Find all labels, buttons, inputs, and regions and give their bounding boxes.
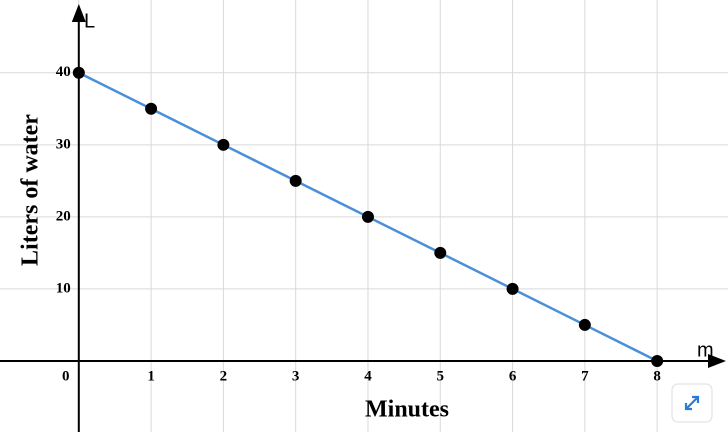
data-point bbox=[289, 174, 302, 187]
x-tick-label: 4 bbox=[364, 368, 372, 384]
x-tick-label: 2 bbox=[220, 368, 228, 384]
x-tick-label: 5 bbox=[437, 368, 445, 384]
x-tick-label: 1 bbox=[147, 368, 155, 384]
expand-button[interactable] bbox=[671, 383, 713, 423]
data-point bbox=[578, 318, 591, 331]
axes: 0 1 2 3 4 5 6 7 8 10 20 30 40 bbox=[0, 4, 726, 432]
x-tick-label: 0 bbox=[62, 368, 70, 384]
data-point bbox=[72, 66, 85, 79]
x-tick-label: 7 bbox=[581, 368, 589, 384]
y-axis-arrow bbox=[71, 4, 86, 22]
data-point bbox=[145, 102, 158, 115]
x-axis-arrow bbox=[708, 353, 726, 368]
data-point bbox=[434, 246, 447, 259]
y-tick-label: 30 bbox=[56, 136, 71, 152]
x-tick-label: 6 bbox=[509, 368, 517, 384]
y-tick-label: 20 bbox=[56, 208, 71, 224]
x-tick-label: 3 bbox=[292, 368, 300, 384]
expand-icon bbox=[684, 395, 700, 411]
x-axis-letter: m bbox=[697, 339, 714, 361]
y-axis-letter: L bbox=[84, 10, 95, 32]
data-point bbox=[651, 354, 664, 367]
x-tick-label: 8 bbox=[653, 368, 661, 384]
y-tick-label: 10 bbox=[56, 280, 71, 296]
x-axis-title: Minutes bbox=[365, 397, 449, 423]
data-point bbox=[217, 138, 230, 151]
data-point bbox=[361, 210, 374, 223]
y-tick-label: 40 bbox=[56, 64, 71, 80]
data-point bbox=[506, 282, 519, 295]
plot bbox=[72, 66, 664, 367]
y-axis-title: Liters of water bbox=[18, 114, 44, 266]
